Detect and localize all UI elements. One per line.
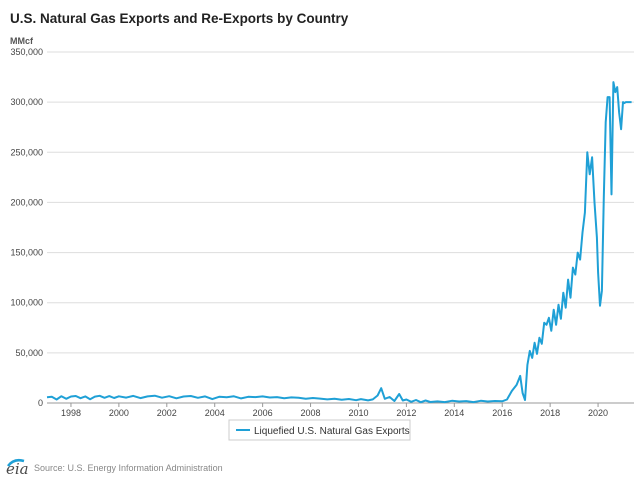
x-tick-label: 2004 bbox=[205, 408, 225, 418]
y-tick-label: 50,000 bbox=[15, 348, 43, 358]
y-tick-label: 250,000 bbox=[10, 147, 43, 157]
y-tick-label: 0 bbox=[38, 398, 43, 408]
x-tick-label: 2002 bbox=[157, 408, 177, 418]
logo-text: eia bbox=[6, 460, 29, 478]
legend-box bbox=[228, 419, 411, 441]
y-axis-unit-label: MMcf bbox=[10, 36, 34, 46]
y-tick-label: 100,000 bbox=[10, 298, 43, 308]
eia-logo: eia bbox=[6, 458, 29, 478]
x-tick-label: 2010 bbox=[348, 408, 368, 418]
y-tick-label: 200,000 bbox=[10, 197, 43, 207]
source-note: Source: U.S. Energy Information Administ… bbox=[34, 463, 223, 473]
series-line bbox=[46, 81, 632, 404]
x-tick-label: 2008 bbox=[301, 408, 321, 418]
x-tick-label: 2014 bbox=[444, 408, 464, 418]
y-tick-label: 300,000 bbox=[10, 97, 43, 107]
y-tick-label: 150,000 bbox=[10, 248, 43, 258]
x-tick-label: 1998 bbox=[61, 408, 81, 418]
x-axis-ticks: 1998 2000 2002 2004 2006 2008 2010 2012 2014 2016… bbox=[61, 403, 608, 418]
legend-label: Liquefied U.S. Natural Gas Exports bbox=[254, 426, 410, 437]
x-tick-label: 2012 bbox=[396, 408, 416, 418]
logo-swoosh bbox=[7, 458, 25, 467]
y-tick-label: 350,000 bbox=[10, 47, 43, 57]
x-tick-label: 2016 bbox=[492, 408, 512, 418]
chart-title: U.S. Natural Gas Exports and Re-Exports … bbox=[10, 11, 349, 26]
y-axis-ticks: 0 50,000 100,000 150,000 200,000 250,000 300,0… bbox=[10, 47, 43, 408]
x-tick-label: 2006 bbox=[253, 408, 273, 418]
series-group bbox=[46, 81, 632, 404]
legend[interactable]: Liquefied U.S. Natural Gas Exports bbox=[228, 419, 411, 441]
gridlines bbox=[47, 51, 634, 404]
x-tick-label: 2020 bbox=[588, 408, 608, 418]
x-tick-label: 2018 bbox=[540, 408, 560, 418]
x-tick-label: 2000 bbox=[109, 408, 129, 418]
